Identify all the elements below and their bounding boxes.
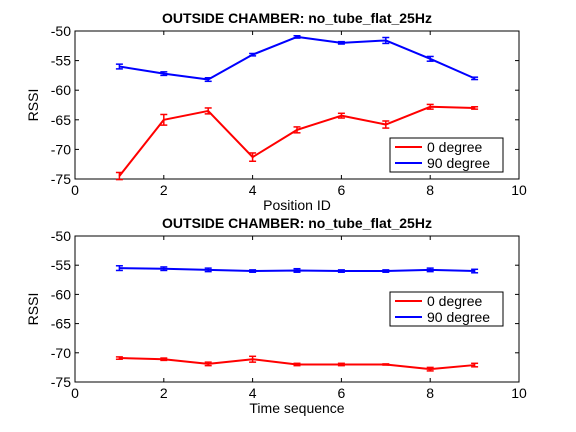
series-90-degree: [115, 34, 479, 83]
x-tick-label: 2: [160, 182, 168, 198]
x-tick-label: 0: [71, 385, 79, 401]
x-tick-label: 6: [338, 182, 346, 198]
y-tick-label: -70: [51, 345, 71, 361]
x-tick-label: 10: [511, 182, 527, 198]
x-tick-label: 4: [249, 385, 257, 401]
x-tick-label: 6: [338, 385, 346, 401]
chart-1: 0 2 4 6 8 10 -50 -55 -60 -65 -70 -75 OUTSIDE CHAMBER…: [25, 10, 527, 213]
y-tick-label: -55: [51, 53, 71, 69]
y-tick-label: -55: [51, 257, 71, 273]
y-tick-label: -60: [51, 286, 71, 302]
y-tick-label: -75: [51, 374, 71, 390]
y-tick-label: -50: [51, 23, 71, 39]
legend-box: [389, 137, 504, 173]
x-tick-label: 8: [426, 385, 434, 401]
y-tick-label: -75: [51, 171, 71, 187]
y-tick-label: -65: [51, 316, 71, 332]
legend-label: 90 degree: [427, 309, 490, 325]
chart-2: 0 2 4 6 8 10 -50 -55 -60 -65 -70 -75 OUTSIDE CHAMBER…: [25, 215, 527, 416]
legend-label: 0 degree: [427, 293, 482, 309]
x-tick-label: 8: [426, 182, 434, 198]
x-tick-label: 0: [71, 182, 79, 198]
y-tick-label: -50: [51, 228, 71, 244]
y-tick-label: -65: [51, 112, 71, 128]
y-tick-label: -70: [51, 141, 71, 157]
series-0-degree: [115, 355, 479, 372]
y-tick-label: -60: [51, 82, 71, 98]
series-90-degree: [115, 265, 479, 274]
series-0-degree: [115, 103, 479, 181]
x-tick-label: 10: [511, 385, 527, 401]
chart-title: OUTSIDE CHAMBER: no_tube_flat_25Hz: [162, 215, 432, 231]
x-tick-label: 2: [160, 385, 168, 401]
x-axis-label: Time sequence: [249, 400, 344, 416]
chart-title: OUTSIDE CHAMBER: no_tube_flat_25Hz: [162, 10, 432, 26]
y-axis-label: RSSI: [25, 89, 41, 122]
y-axis-label: RSSI: [25, 293, 41, 326]
legend-label: 0 degree: [427, 139, 482, 155]
x-tick-label: 4: [249, 182, 257, 198]
legend-box: [389, 291, 504, 327]
x-axis-label: Position ID: [263, 197, 331, 213]
legend-label: 90 degree: [427, 155, 490, 171]
